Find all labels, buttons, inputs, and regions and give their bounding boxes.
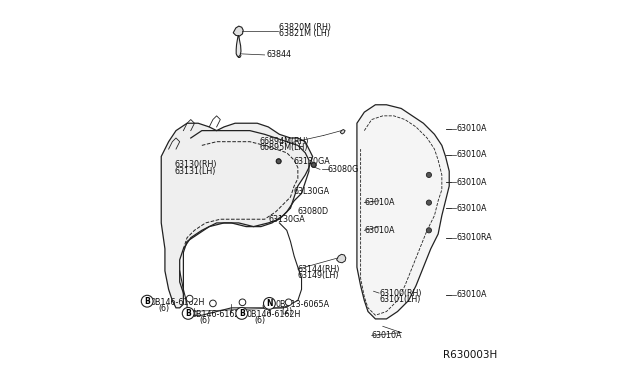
Circle shape [426, 172, 431, 177]
Text: 0B146-6162H: 0B146-6162H [246, 310, 301, 319]
Text: 66894M(RH): 66894M(RH) [259, 137, 308, 146]
Circle shape [276, 159, 281, 164]
Polygon shape [337, 254, 346, 263]
Polygon shape [161, 123, 312, 308]
Text: 63010A: 63010A [456, 203, 487, 213]
Polygon shape [236, 35, 241, 57]
Text: 63130GA: 63130GA [268, 215, 305, 224]
Polygon shape [340, 129, 345, 134]
Polygon shape [357, 105, 449, 319]
Circle shape [186, 295, 193, 302]
Text: 0B146-6162H: 0B146-6162H [150, 298, 205, 307]
Text: 63144(RH): 63144(RH) [298, 264, 340, 273]
Text: 63131(LH): 63131(LH) [174, 167, 216, 176]
Text: 63010A: 63010A [456, 124, 487, 133]
Text: 63010A: 63010A [372, 331, 402, 340]
Text: 63080D: 63080D [298, 206, 329, 216]
Text: 63010A: 63010A [456, 178, 487, 187]
Polygon shape [233, 26, 243, 36]
Text: 63080G: 63080G [328, 165, 358, 174]
Text: 63130(RH): 63130(RH) [174, 160, 217, 169]
Text: 0B913-6065A: 0B913-6065A [276, 300, 330, 310]
Text: 63821M (LH): 63821M (LH) [280, 29, 330, 38]
Text: (6): (6) [254, 316, 266, 325]
Text: B: B [186, 309, 191, 318]
Circle shape [182, 308, 194, 319]
Text: 63010RA: 63010RA [456, 233, 492, 242]
Circle shape [285, 299, 292, 306]
Text: 0B146-6162H: 0B146-6162H [191, 310, 246, 319]
Circle shape [236, 308, 248, 319]
Text: (6): (6) [200, 316, 211, 325]
Text: 63010A: 63010A [456, 150, 487, 159]
Text: 63100(RH): 63100(RH) [379, 289, 422, 298]
Circle shape [263, 303, 270, 310]
Circle shape [426, 200, 431, 205]
Circle shape [239, 299, 246, 306]
Circle shape [141, 295, 153, 307]
Text: B: B [145, 297, 150, 306]
Circle shape [210, 300, 216, 307]
Text: 63130GA: 63130GA [293, 157, 330, 166]
Text: 63010A: 63010A [364, 226, 395, 235]
Text: N: N [266, 299, 273, 308]
Text: R630003H: R630003H [443, 350, 497, 359]
Text: 63149(LH): 63149(LH) [298, 271, 339, 280]
Circle shape [426, 228, 431, 233]
Text: (6): (6) [158, 304, 170, 313]
Circle shape [276, 159, 281, 163]
Text: 63L30GA: 63L30GA [293, 187, 329, 196]
Circle shape [312, 163, 316, 167]
Text: 63844: 63844 [266, 51, 291, 60]
Text: (2): (2) [282, 307, 293, 316]
Text: 63820M (RH): 63820M (RH) [280, 23, 332, 32]
Circle shape [264, 298, 275, 310]
Text: 63010A: 63010A [456, 291, 487, 299]
Circle shape [311, 162, 316, 167]
Text: 66895M(LH): 66895M(LH) [259, 144, 308, 153]
Text: 63101(LH): 63101(LH) [379, 295, 420, 304]
Text: B: B [239, 309, 244, 318]
Text: 63010A: 63010A [364, 198, 395, 207]
